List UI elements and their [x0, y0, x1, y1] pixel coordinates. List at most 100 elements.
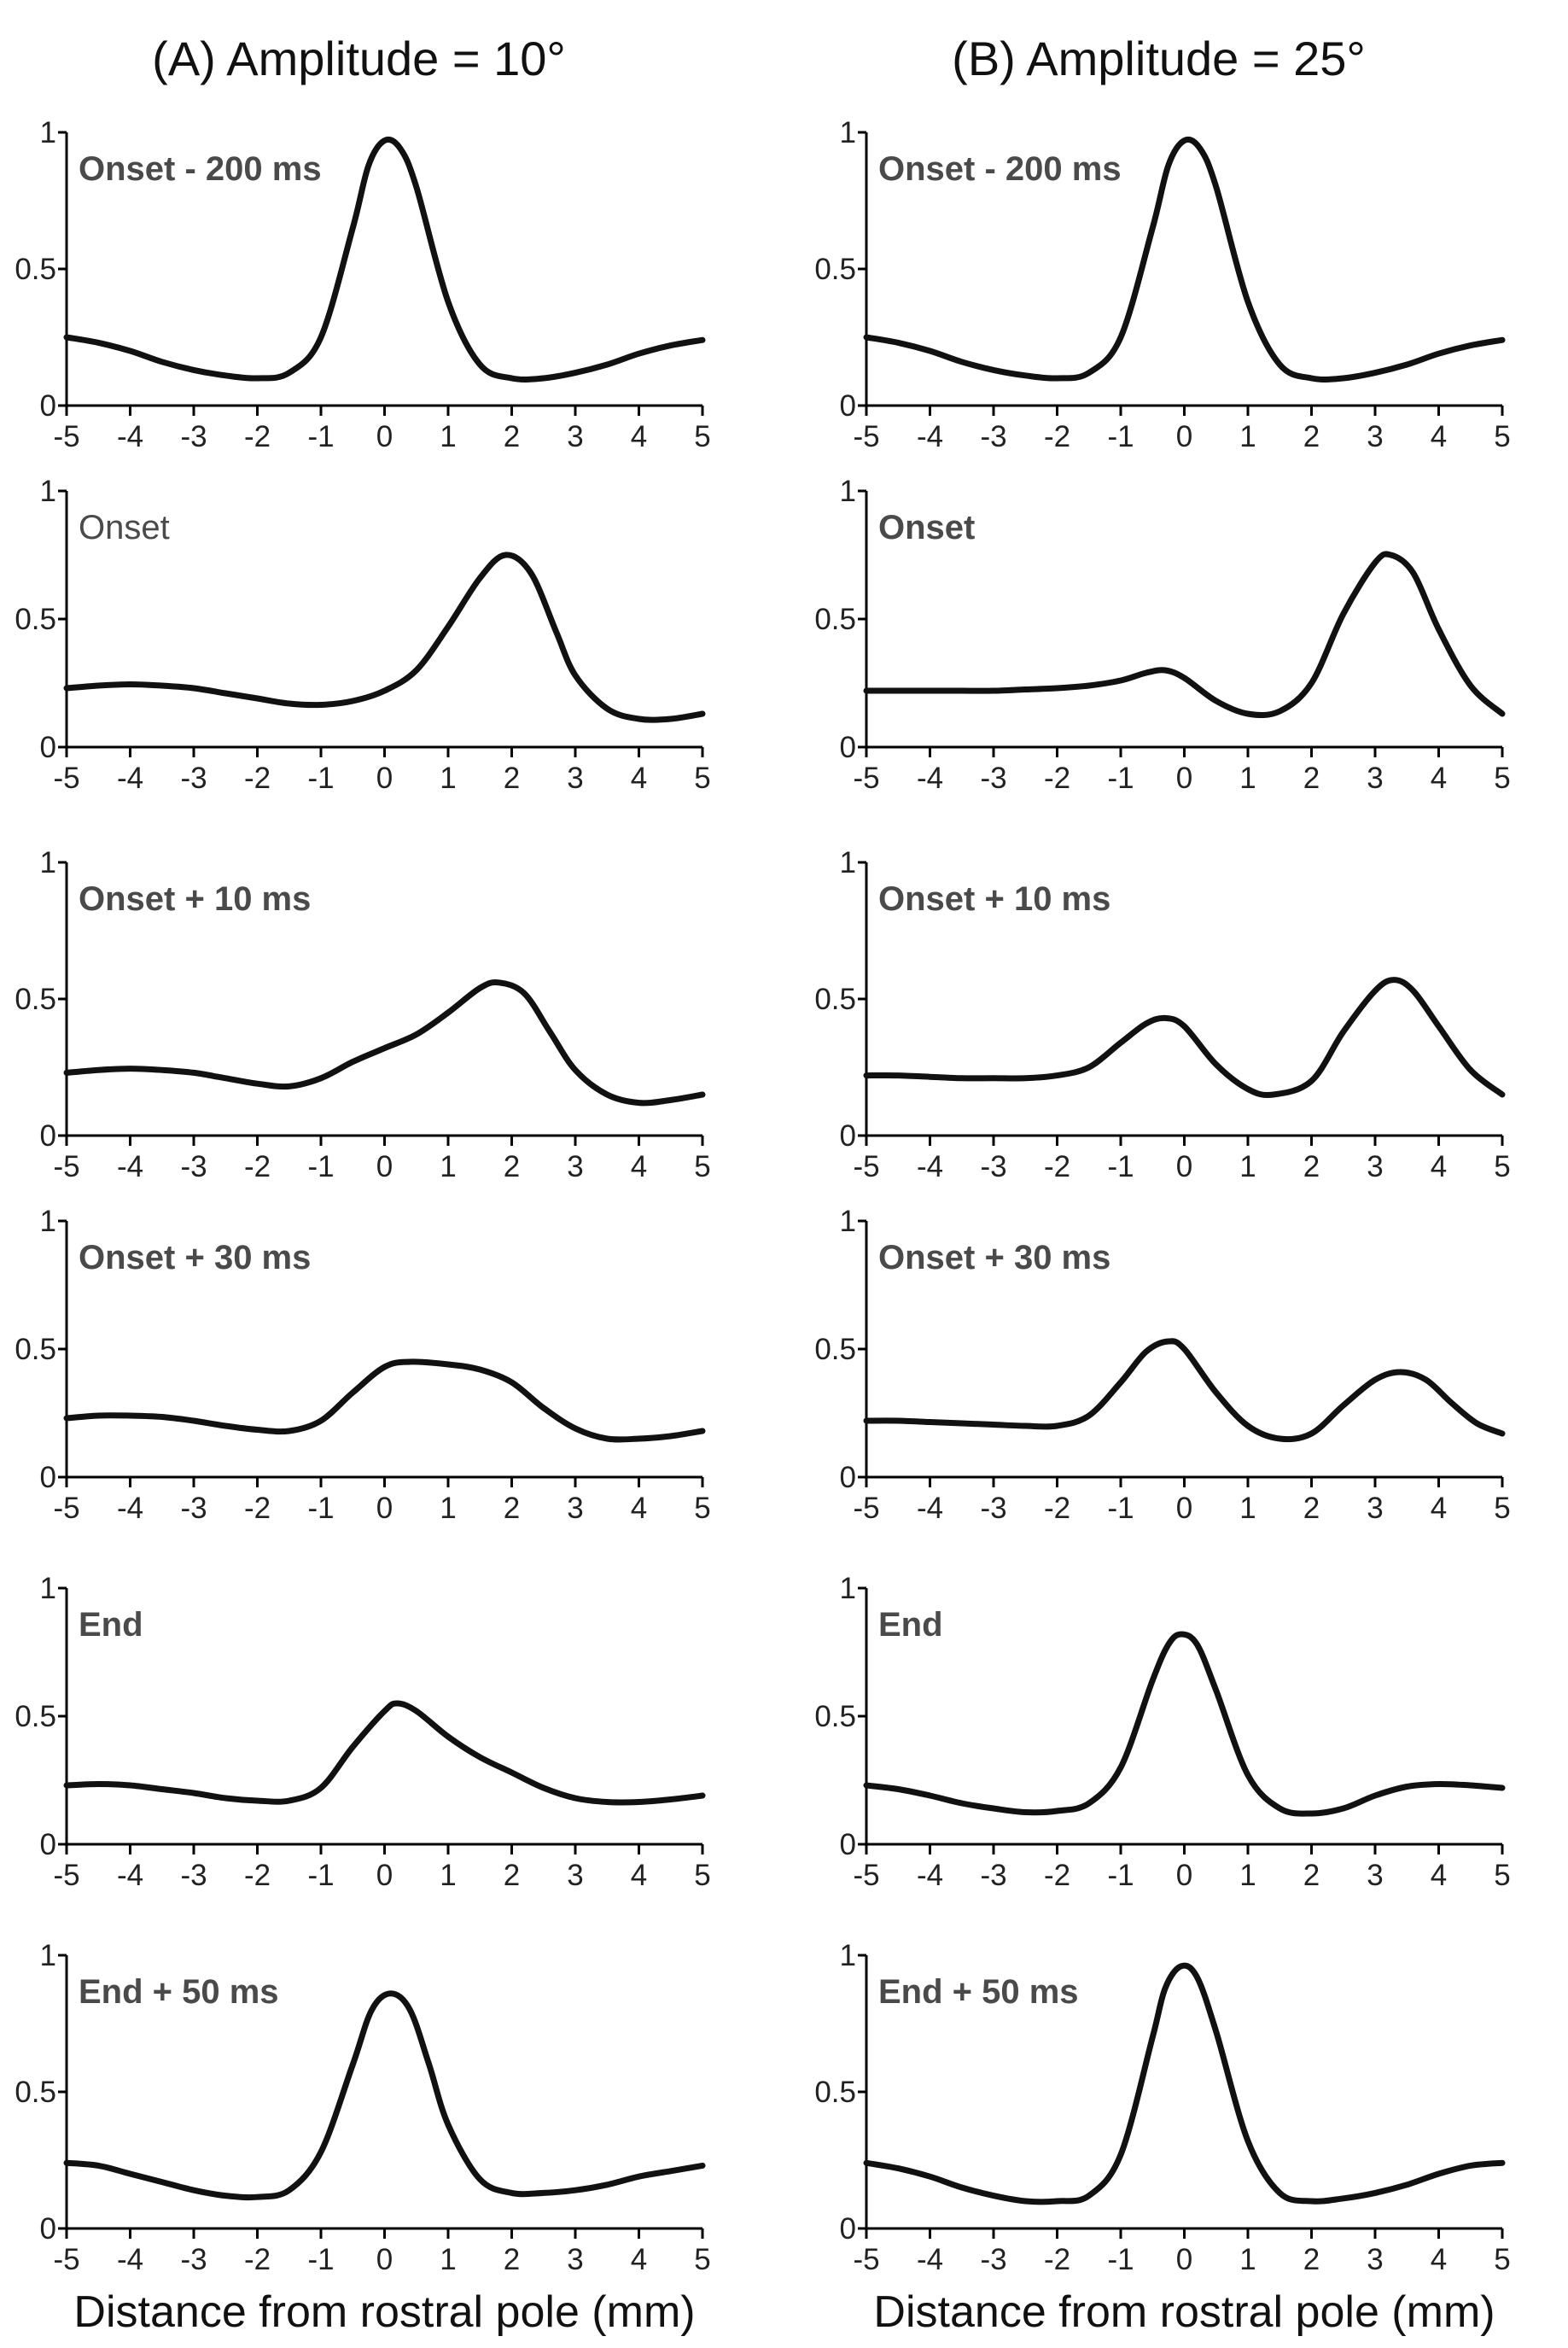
column-title: (B) Amplitude = 25°: [952, 32, 1366, 85]
x-tick-label: 2: [504, 2243, 520, 2276]
x-tick-label: -2: [244, 762, 271, 795]
x-tick-label: 2: [1303, 1150, 1320, 1183]
x-tick-label: 5: [694, 420, 710, 453]
y-tick-label: 0.5: [814, 2076, 856, 2109]
x-tick-label: 4: [631, 2243, 647, 2276]
x-tick-label: -3: [180, 762, 207, 795]
x-tick-label: -1: [307, 762, 334, 795]
x-tick-label: 2: [504, 1859, 520, 1892]
y-tick-label: 1: [840, 1205, 856, 1238]
x-tick-label: -1: [1107, 762, 1134, 795]
y-tick-label: 0.5: [15, 1700, 56, 1733]
x-tick-label: -4: [917, 1492, 943, 1525]
y-tick-label: 0.5: [814, 1700, 856, 1733]
panel-label: Onset: [79, 509, 170, 546]
x-tick-label: 4: [631, 1859, 647, 1892]
x-tick-label: -5: [853, 1492, 879, 1525]
y-tick-label: 1: [840, 116, 856, 149]
x-tick-label: -1: [1107, 1492, 1134, 1525]
x-tick-label: -4: [117, 1492, 143, 1525]
series-line: [863, 136, 1506, 383]
x-tick-label: 0: [376, 1492, 393, 1525]
series-line: [863, 551, 1506, 719]
x-tick-label: 2: [504, 1492, 520, 1525]
x-tick-label: -4: [117, 2243, 143, 2276]
y-tick-label: 0: [840, 1119, 856, 1153]
x-tick-label: -1: [307, 1859, 334, 1892]
x-tick-label: 5: [1494, 1150, 1510, 1183]
x-tick-label: 2: [1303, 2243, 1320, 2276]
x-tick-label: 0: [376, 2243, 393, 2276]
x-tick-label: 5: [1494, 1859, 1510, 1892]
panel-label: Onset: [878, 509, 975, 546]
x-tick-label: -5: [53, 420, 79, 453]
y-tick-label: 0.5: [814, 603, 856, 636]
x-tick-label: -3: [180, 1859, 207, 1892]
x-tick-label: 3: [1367, 420, 1383, 453]
x-tick-label: 3: [1367, 1492, 1383, 1525]
x-tick-label: -4: [117, 1150, 143, 1183]
y-tick-label: 0.5: [15, 1333, 56, 1366]
x-tick-label: 1: [440, 420, 456, 453]
x-tick-label: -2: [1044, 2243, 1070, 2276]
x-tick-label: 5: [1494, 2243, 1510, 2276]
x-tick-label: -3: [980, 1492, 1006, 1525]
x-tick-label: 2: [504, 762, 520, 795]
x-tick-label: 1: [1239, 1859, 1256, 1892]
series-line: [863, 1962, 1506, 2205]
y-tick-label: 0: [840, 1461, 856, 1494]
x-tick-label: 4: [1431, 762, 1447, 795]
x-tick-label: 4: [1431, 420, 1447, 453]
x-tick-label: -5: [853, 762, 879, 795]
x-tick-label: 0: [1176, 2243, 1192, 2276]
x-tick-label: 1: [1239, 762, 1256, 795]
x-tick-label: 1: [1239, 1492, 1256, 1525]
x-tick-label: -2: [244, 1492, 271, 1525]
x-tick-label: -1: [307, 1492, 334, 1525]
series-line: [63, 552, 706, 723]
x-tick-label: -1: [1107, 2243, 1134, 2276]
x-tick-label: 3: [1367, 1859, 1383, 1892]
x-tick-label: -2: [1044, 1859, 1070, 1892]
series-line: [863, 1631, 1506, 1817]
x-tick-label: -1: [1107, 1859, 1134, 1892]
x-tick-label: -4: [917, 2243, 943, 2276]
y-tick-label: 0.5: [814, 253, 856, 286]
x-tick-label: -5: [853, 1859, 879, 1892]
x-tick-label: 4: [631, 762, 647, 795]
x-tick-label: 3: [1367, 1150, 1383, 1183]
series-line: [63, 1358, 706, 1443]
x-tick-label: 0: [1176, 1859, 1192, 1892]
y-tick-label: 1: [840, 475, 856, 508]
panel-label: Onset + 10 ms: [79, 880, 311, 918]
x-tick-label: -5: [53, 1492, 79, 1525]
x-tick-label: -3: [980, 2243, 1006, 2276]
y-tick-label: 0: [40, 1119, 56, 1153]
panel-label: End + 50 ms: [79, 1973, 279, 2011]
x-tick-label: -5: [853, 1150, 879, 1183]
x-tick-label: -3: [980, 762, 1006, 795]
panel-label: Onset + 30 ms: [79, 1239, 311, 1276]
x-tick-label: -3: [180, 1150, 207, 1183]
y-tick-label: 1: [840, 1939, 856, 1972]
x-axis-title: Distance from rostral pole (mm): [873, 2287, 1495, 2337]
y-tick-label: 0.5: [15, 2076, 56, 2109]
x-tick-label: 5: [694, 762, 710, 795]
x-tick-label: -2: [1044, 1492, 1070, 1525]
x-tick-label: 0: [1176, 420, 1192, 453]
x-tick-label: -2: [244, 1859, 271, 1892]
x-tick-label: 0: [376, 1150, 393, 1183]
x-tick-label: -5: [53, 1859, 79, 1892]
x-tick-label: 1: [440, 762, 456, 795]
x-tick-label: 3: [567, 1859, 583, 1892]
x-tick-label: 0: [376, 420, 393, 453]
x-tick-label: -4: [117, 420, 143, 453]
x-tick-label: -5: [53, 2243, 79, 2276]
x-tick-label: -1: [307, 2243, 334, 2276]
panel-label: Onset + 30 ms: [878, 1239, 1110, 1276]
series-line: [63, 979, 706, 1107]
x-tick-label: 4: [1431, 1859, 1447, 1892]
x-tick-label: -4: [917, 420, 943, 453]
x-tick-label: 0: [1176, 1492, 1192, 1525]
x-tick-label: -1: [1107, 420, 1134, 453]
